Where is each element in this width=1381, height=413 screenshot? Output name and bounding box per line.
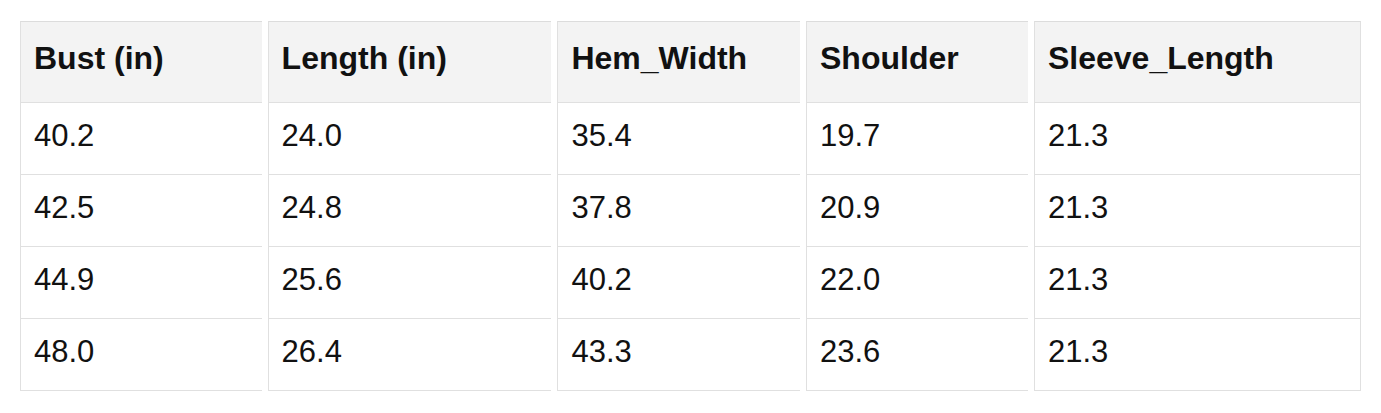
column-header-hem-width: Hem_Width xyxy=(557,21,800,103)
table-cell: 35.4 xyxy=(557,103,800,175)
column-header-bust: Bust (in) xyxy=(20,21,262,103)
table-cell: 48.0 xyxy=(20,319,262,391)
table-cell: 24.0 xyxy=(268,103,552,175)
table-cell: 23.6 xyxy=(806,319,1028,391)
table-cell: 20.9 xyxy=(806,175,1028,247)
table-cell: 22.0 xyxy=(806,247,1028,319)
size-chart-table: Bust (in) Length (in) Hem_Width Shoulder… xyxy=(20,21,1361,391)
column-header-shoulder: Shoulder xyxy=(806,21,1028,103)
column-header-sleeve-length: Sleeve_Length xyxy=(1034,21,1361,103)
table-cell: 43.3 xyxy=(557,319,800,391)
table-cell: 26.4 xyxy=(268,319,552,391)
table-cell: 44.9 xyxy=(20,247,262,319)
table-cell: 40.2 xyxy=(20,103,262,175)
table-cell: 25.6 xyxy=(268,247,552,319)
table-cell: 24.8 xyxy=(268,175,552,247)
table-cell: 40.2 xyxy=(557,247,800,319)
table-cell: 21.3 xyxy=(1034,247,1361,319)
table-cell: 37.8 xyxy=(557,175,800,247)
table-container: Bust (in) Length (in) Hem_Width Shoulder… xyxy=(20,21,1361,391)
table-cell: 21.3 xyxy=(1034,319,1361,391)
table-cell: 21.3 xyxy=(1034,103,1361,175)
column-header-length: Length (in) xyxy=(268,21,552,103)
table-cell: 42.5 xyxy=(20,175,262,247)
table-cell: 21.3 xyxy=(1034,175,1361,247)
table-cell: 19.7 xyxy=(806,103,1028,175)
